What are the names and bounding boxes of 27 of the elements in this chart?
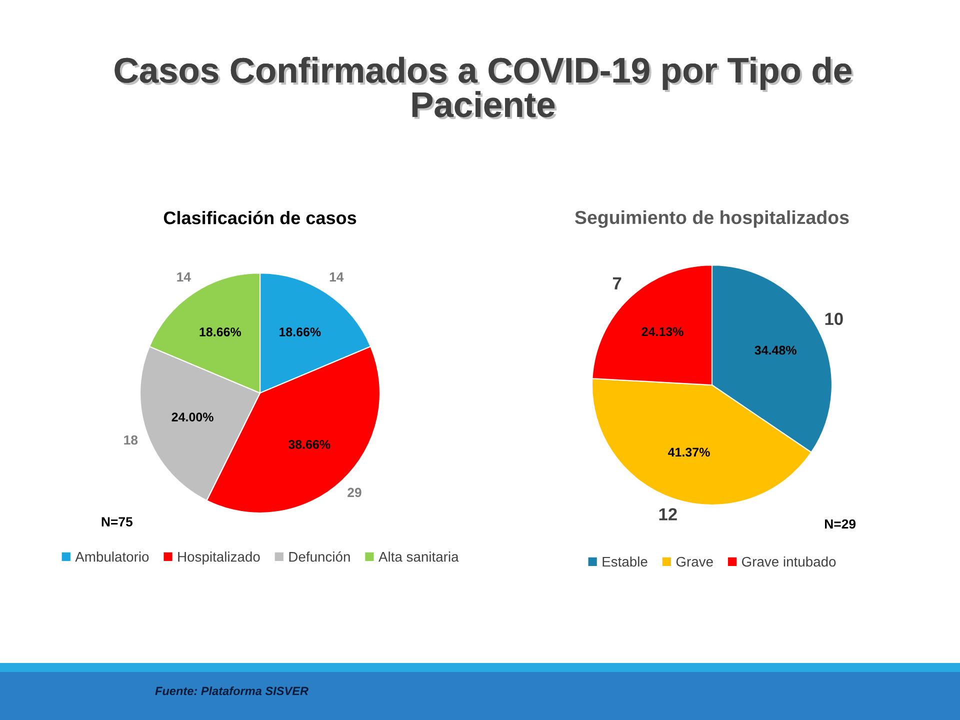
chart-title: Seguimiento de hospitalizados xyxy=(575,210,849,228)
data-label: 29 xyxy=(348,488,362,498)
data-label: 14 xyxy=(177,272,191,282)
text: 41.37% xyxy=(668,448,710,457)
text: 24.00% xyxy=(172,412,214,422)
legend-label: Defunción xyxy=(289,551,350,562)
data-label: 7 xyxy=(613,277,622,290)
text: 24.13% xyxy=(642,327,684,336)
legend-label: Ambulatorio xyxy=(75,552,149,562)
text: N=75 xyxy=(102,517,133,526)
source-note: Fuente: Plataforma SISVER xyxy=(155,686,308,696)
text: 34.48% xyxy=(754,346,796,355)
legend-label: Grave intubado xyxy=(742,556,836,567)
text: N=29 xyxy=(825,519,856,529)
text: 18.66% xyxy=(200,328,242,336)
data-label: 18 xyxy=(124,435,138,445)
text: 18.66% xyxy=(279,328,321,336)
legend-label: Hospitalizado xyxy=(178,552,260,564)
text: 38.66% xyxy=(288,440,330,449)
legend-label: Estable xyxy=(602,556,648,567)
chart-title: Clasificación de casos xyxy=(164,210,356,224)
data-label: 10 xyxy=(825,312,843,326)
text: Casos Confirmados a COVID-19 por Tipo de Paciente xyxy=(114,56,854,120)
data-label: 12 xyxy=(659,508,677,520)
data-label: 14 xyxy=(330,272,344,282)
legend-label: Alta sanitaria xyxy=(378,552,459,562)
legend-label: Grave xyxy=(676,556,713,567)
